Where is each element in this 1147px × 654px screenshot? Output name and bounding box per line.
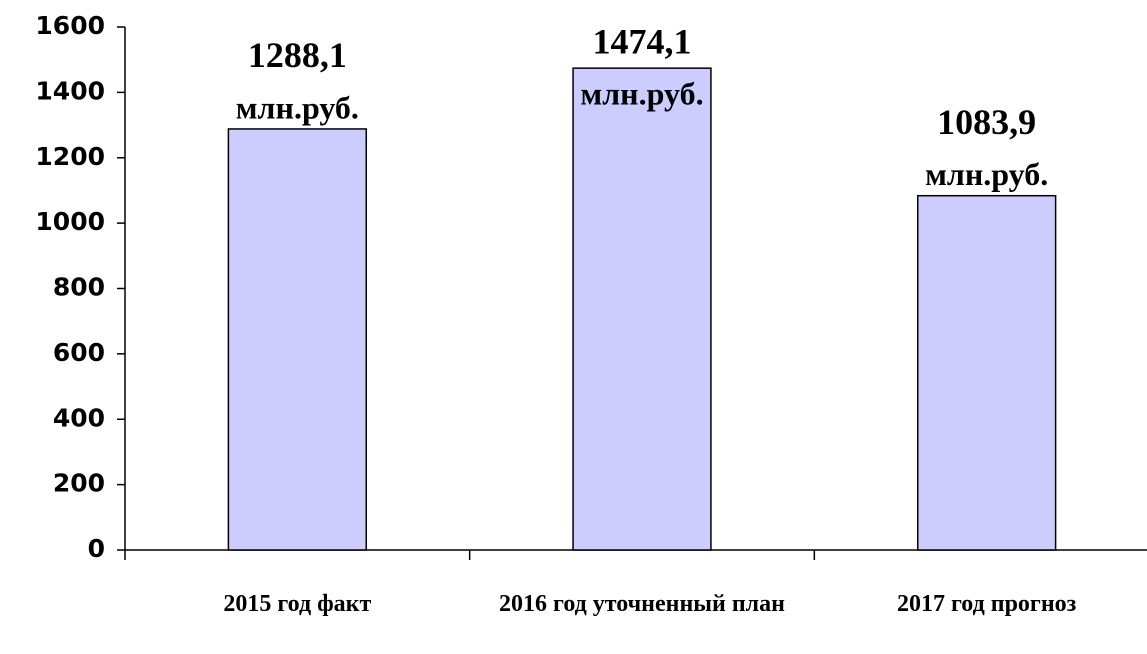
data-label-unit: млн.руб.	[236, 89, 359, 125]
y-tick-label: 800	[53, 273, 105, 302]
y-tick-label: 1000	[35, 207, 105, 236]
data-label: 1288,1	[248, 35, 347, 75]
bar	[572, 67, 712, 551]
data-label-unit: млн.руб.	[925, 156, 1048, 192]
y-tick-label: 600	[53, 338, 105, 367]
y-tick-label: 400	[53, 403, 105, 432]
y-tick-label: 200	[53, 469, 105, 498]
y-tick-label: 1600	[35, 11, 105, 40]
x-tick-label: 2015 год факт	[223, 591, 372, 617]
bar	[227, 128, 368, 551]
y-tick-label: 1200	[35, 142, 105, 171]
data-label-unit: млн.руб.	[580, 75, 703, 111]
data-label: 1474,1	[593, 21, 692, 61]
bar	[916, 194, 1057, 551]
y-tick-label: 0	[88, 534, 105, 563]
x-tick-label: 2017 год прогноз	[897, 591, 1077, 617]
data-label: 1083,9	[937, 102, 1036, 142]
x-tick-label: 2016 год уточненный план	[499, 591, 785, 617]
y-tick-label: 1400	[35, 76, 105, 105]
